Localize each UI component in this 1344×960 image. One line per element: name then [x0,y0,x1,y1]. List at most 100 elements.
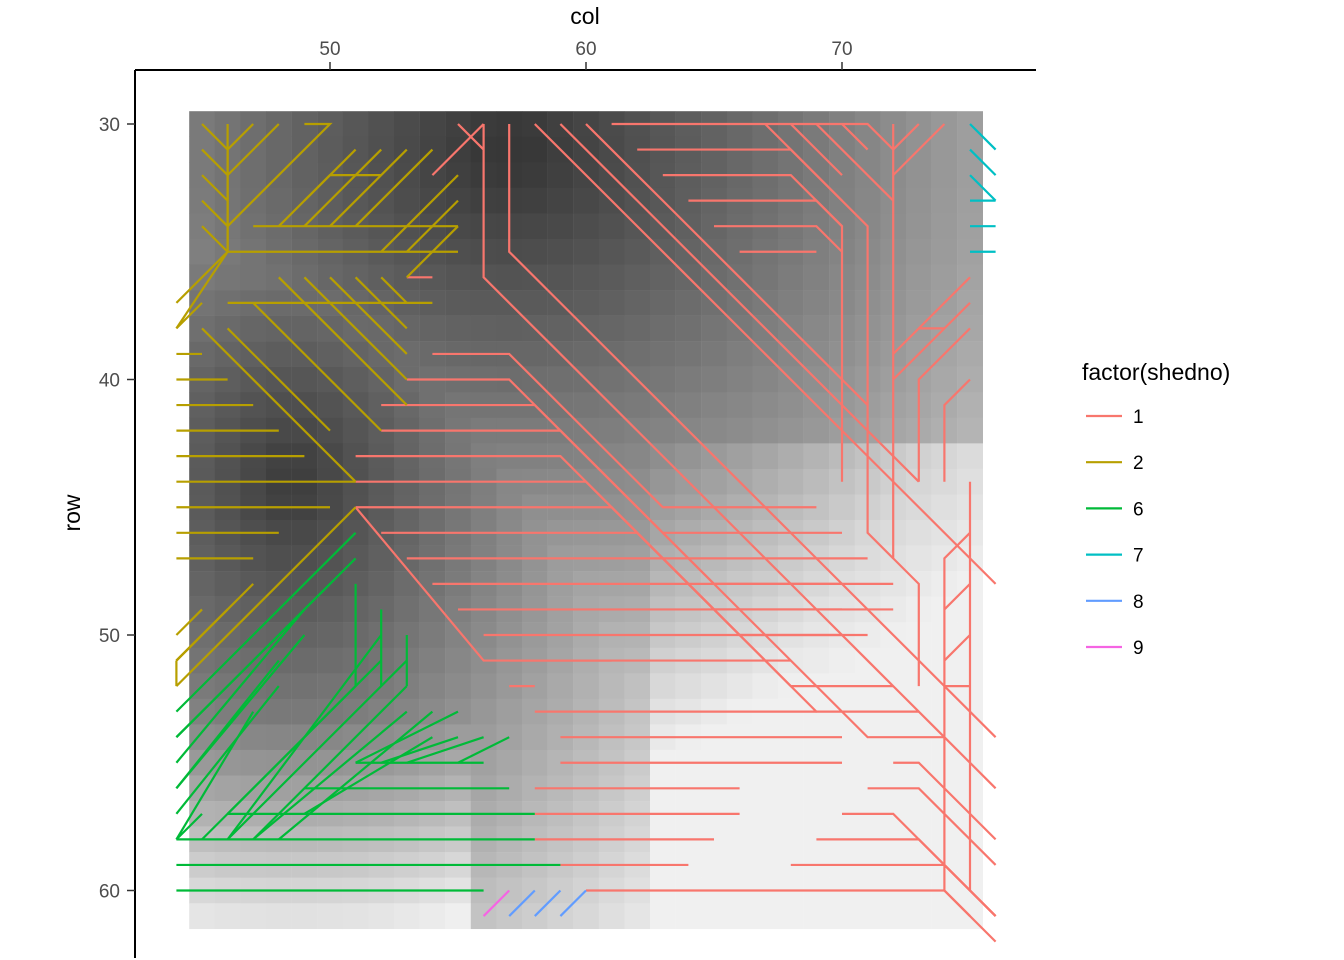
raster-cell [573,392,599,419]
flow-segment-shed-9 [482,889,510,917]
flow-segment-shed-1 [815,123,894,202]
raster-cell [675,315,702,342]
raster-cell [726,366,753,393]
x-ticks: 50 60 70 [319,39,853,70]
flow-segment-shed-1 [585,123,869,406]
flow-segment-shed-6 [175,659,280,789]
flow-segment-shed-1 [534,123,997,585]
flow-segment-shed-2 [175,302,203,330]
raster-cell [906,187,932,214]
raster-cell [726,903,753,930]
raster-cell [266,136,292,163]
raster-cell [598,238,625,265]
raster-cell [317,392,343,419]
raster-cell [214,775,241,802]
raster-cell [317,136,343,163]
raster-cell [598,903,625,930]
raster-cell [906,903,932,930]
raster-cell [394,698,420,725]
flow-segment-shed-2 [201,199,229,227]
raster-cell [880,903,907,930]
raster-cell [624,264,651,291]
raster-cell [906,213,932,240]
raster-cell [522,213,548,240]
raster-cell [650,673,676,700]
raster-cell [470,673,497,700]
raster-cell [906,162,932,189]
flow-segment-shed-1 [431,123,485,176]
raster-cell [470,698,497,725]
raster-cell [240,264,267,291]
raster-cell [650,315,676,342]
flow-segment-shed-1 [893,761,997,841]
raster-cell [701,392,727,419]
flow-segment-shed-2 [175,250,458,330]
raster-cell [522,724,548,751]
raster-cell [906,545,932,572]
raster-cell [522,290,548,316]
raster-cell [598,264,625,291]
raster-cell [445,647,471,674]
raster-cell [445,315,471,342]
flow-segment-shed-1 [867,787,997,866]
flow-segment-shed-2 [278,276,408,406]
raster-cell [675,392,702,419]
raster-cell [931,136,958,163]
raster-cell [573,187,599,214]
x-tick-label: 60 [575,39,596,60]
raster-cell [701,417,727,444]
raster-cell [624,392,651,419]
raster-cell [214,264,241,291]
raster-cell [291,315,318,342]
raster-cell [803,801,830,827]
raster-cell [624,443,651,470]
raster-cell [394,187,420,214]
y-tick-label: 30 [99,115,120,136]
raster-cell [752,826,779,853]
flow-segment-shed-6 [252,710,408,841]
raster-cell [419,673,446,700]
raster-cell [291,647,318,674]
flow-segment-shed-1 [892,302,971,381]
raster-cell [931,494,958,521]
raster-cell [726,852,753,878]
raster-cell [880,647,907,674]
raster-cell [675,443,702,470]
raster-cell [701,903,727,930]
raster-cell [624,315,651,342]
raster-cell [598,290,625,316]
y-ticks: 30 40 50 60 [99,115,135,903]
raster-cell [957,341,983,367]
raster-cell [803,264,830,291]
flow-segment-shed-1 [790,123,843,176]
raster-cell [189,238,215,265]
raster-cell [931,162,958,189]
flow-segment-shed-2 [175,608,203,636]
flow-paths [175,122,997,943]
legend-label-7: 7 [1133,546,1144,567]
raster-cell [650,264,676,291]
raster-cell [240,903,267,930]
raster-cell [522,187,548,214]
flow-segment-shed-2 [201,327,357,483]
legend-label-9: 9 [1133,638,1144,659]
raster-cell [342,417,369,444]
raster-cell [240,749,267,776]
raster-cell [368,571,395,597]
raster-cell [624,290,651,316]
raster-cell [854,187,881,214]
raster-cell [778,417,804,444]
raster-cell [906,801,932,827]
flow-segment-shed-1 [917,327,971,482]
raster-cell [854,903,881,930]
raster-cell [931,366,958,393]
flow-segment-shed-2 [226,327,331,432]
raster-cell [496,749,523,776]
legend-label-2: 2 [1133,453,1144,474]
legend: factor(shedno) 1 2 6 7 8 9 [1082,359,1230,659]
raster-cell [291,520,318,546]
raster-cell [573,341,599,367]
raster-cell [291,366,318,393]
raster-cell [496,724,523,751]
raster-cell [240,315,267,342]
